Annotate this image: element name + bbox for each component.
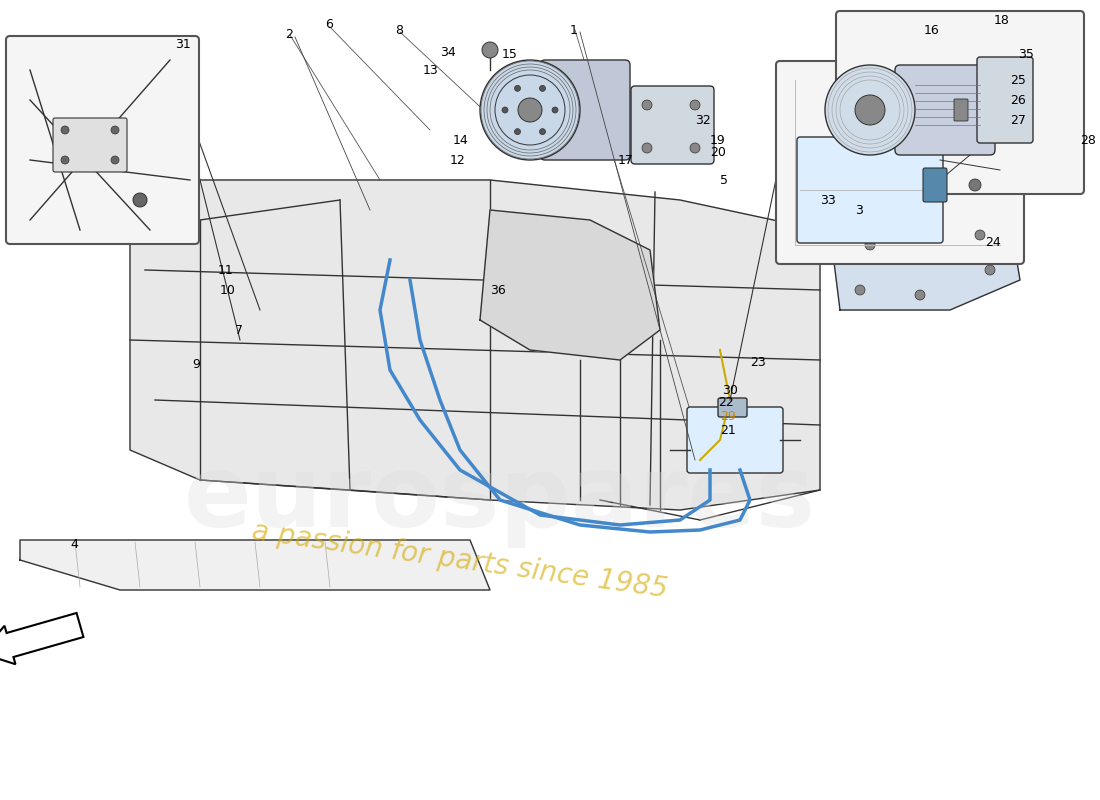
Text: 11: 11 xyxy=(218,263,233,277)
Circle shape xyxy=(690,143,700,153)
FancyBboxPatch shape xyxy=(798,137,943,243)
FancyBboxPatch shape xyxy=(540,60,630,160)
Text: 36: 36 xyxy=(490,283,506,297)
Text: 15: 15 xyxy=(502,49,518,62)
Text: 14: 14 xyxy=(453,134,469,146)
Text: 20: 20 xyxy=(710,146,726,158)
Text: 10: 10 xyxy=(220,283,235,297)
Text: 23: 23 xyxy=(750,355,766,369)
Text: 32: 32 xyxy=(695,114,711,126)
Circle shape xyxy=(482,42,498,58)
Circle shape xyxy=(915,290,925,300)
Text: 35: 35 xyxy=(1018,49,1034,62)
Text: 12: 12 xyxy=(450,154,465,166)
Text: 16: 16 xyxy=(924,23,939,37)
FancyBboxPatch shape xyxy=(718,398,747,417)
Text: 30: 30 xyxy=(722,385,738,398)
Circle shape xyxy=(855,95,886,125)
FancyBboxPatch shape xyxy=(895,65,996,155)
Text: 26: 26 xyxy=(1010,94,1025,106)
Text: 18: 18 xyxy=(994,14,1010,26)
Text: 28: 28 xyxy=(1080,134,1096,146)
Text: 34: 34 xyxy=(440,46,455,58)
Polygon shape xyxy=(20,540,490,590)
Circle shape xyxy=(518,98,542,122)
Text: eurospares: eurospares xyxy=(184,451,816,549)
Text: a passion for parts since 1985: a passion for parts since 1985 xyxy=(251,517,670,603)
Circle shape xyxy=(865,240,874,250)
Polygon shape xyxy=(130,180,820,510)
Circle shape xyxy=(480,60,580,160)
Text: 25: 25 xyxy=(1010,74,1026,86)
Text: 6: 6 xyxy=(324,18,333,31)
Text: 19: 19 xyxy=(710,134,726,146)
Text: 17: 17 xyxy=(618,154,634,166)
FancyBboxPatch shape xyxy=(776,61,1024,264)
Text: 21: 21 xyxy=(720,423,736,437)
Polygon shape xyxy=(830,210,1020,310)
Circle shape xyxy=(642,100,652,110)
Circle shape xyxy=(552,107,558,113)
FancyBboxPatch shape xyxy=(923,168,947,202)
FancyBboxPatch shape xyxy=(6,36,199,244)
Text: 13: 13 xyxy=(424,63,439,77)
Text: 33: 33 xyxy=(820,194,836,206)
Circle shape xyxy=(515,86,520,91)
Circle shape xyxy=(515,129,520,134)
Circle shape xyxy=(539,129,546,134)
FancyBboxPatch shape xyxy=(688,407,783,473)
Circle shape xyxy=(539,86,546,91)
Circle shape xyxy=(690,100,700,110)
Circle shape xyxy=(855,285,865,295)
FancyBboxPatch shape xyxy=(53,118,126,172)
Circle shape xyxy=(969,179,981,191)
Text: 2: 2 xyxy=(285,29,293,42)
Circle shape xyxy=(111,126,119,134)
FancyBboxPatch shape xyxy=(954,99,968,121)
Circle shape xyxy=(825,65,915,155)
Text: S: S xyxy=(1010,97,1090,203)
Text: 3: 3 xyxy=(855,203,862,217)
Text: 5: 5 xyxy=(720,174,728,186)
Text: 8: 8 xyxy=(395,23,403,37)
Text: 31: 31 xyxy=(175,38,190,51)
Circle shape xyxy=(642,143,652,153)
Circle shape xyxy=(502,107,508,113)
Circle shape xyxy=(133,193,147,207)
FancyArrow shape xyxy=(0,613,84,664)
Text: 29: 29 xyxy=(720,410,736,423)
Text: 24: 24 xyxy=(984,235,1001,249)
Text: 4: 4 xyxy=(70,538,78,551)
FancyBboxPatch shape xyxy=(836,11,1084,194)
Text: 7: 7 xyxy=(235,323,243,337)
Circle shape xyxy=(111,156,119,164)
FancyBboxPatch shape xyxy=(631,86,714,164)
Text: 1: 1 xyxy=(570,23,578,37)
Circle shape xyxy=(984,265,996,275)
Polygon shape xyxy=(480,210,660,360)
Text: 22: 22 xyxy=(718,397,734,410)
Text: 27: 27 xyxy=(1010,114,1026,126)
Circle shape xyxy=(60,156,69,164)
Circle shape xyxy=(60,126,69,134)
FancyBboxPatch shape xyxy=(977,57,1033,143)
Text: 9: 9 xyxy=(192,358,200,371)
Circle shape xyxy=(975,230,984,240)
